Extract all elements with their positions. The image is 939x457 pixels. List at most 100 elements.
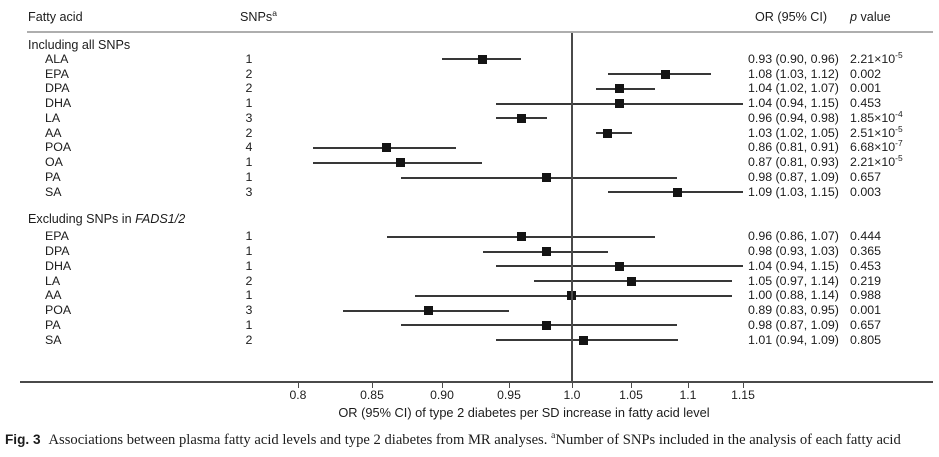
or-marker [661,70,670,79]
row-snps-count: 1 [245,318,253,332]
ci-line [596,132,632,134]
row-snps-count: 2 [245,333,253,347]
p-value-mantissa: 0.453 [850,259,882,273]
row-or-ci-text: 1.04 (0.94, 1.15) [748,96,839,110]
p-value-mantissa: 0.001 [850,303,882,317]
or-marker [517,114,526,123]
or-marker [673,188,682,197]
row-or-ci-text: 1.08 (1.03, 1.12) [748,67,839,81]
row-label: DPA [45,244,70,258]
figure-caption-superscript: a [551,430,556,442]
row-p-value: 0.001 [850,81,881,96]
or-marker [478,55,487,64]
p-value-exponent: -7 [895,137,903,148]
section-label: Including all SNPs [28,38,130,53]
or-marker [579,336,588,345]
row-or-ci-text: 0.98 (0.87, 1.09) [748,318,839,332]
p-value-mantissa: 0.657 [850,318,882,332]
row-p-value: 2.51×10-5 [850,125,903,141]
row-p-value: 1.85×10-4 [850,108,903,126]
row-snps-count: 2 [245,67,253,81]
row-p-value: 0.219 [850,274,881,289]
column-header-snps: SNPsa [240,9,277,25]
p-value-exponent: -4 [895,108,903,119]
or-marker [542,173,551,182]
row-snps-count: 3 [245,111,253,125]
row-p-value: 0.444 [850,229,881,244]
row-or-ci-text: 0.98 (0.87, 1.09) [748,170,839,184]
row-snps-count: 2 [245,274,253,288]
p-value-mantissa: 1.85×10 [850,111,896,125]
header-divider-rule [27,31,933,33]
row-label: POA [45,303,72,317]
row-label: PA [45,170,61,184]
row-snps-count: 2 [245,126,253,140]
row-p-value: 0.365 [850,244,881,259]
x-axis-label: OR (95% CI) of type 2 diabetes per SD in… [338,405,710,420]
row-or-ci-text: 0.87 (0.81, 0.93) [748,155,839,169]
row-label: LA [45,111,61,125]
p-value-mantissa: 0.219 [850,274,882,288]
row-or-ci-text: 0.89 (0.83, 0.95) [748,303,839,317]
p-value-mantissa: 0.002 [850,67,882,81]
or-marker [615,84,624,93]
x-tick [572,383,573,388]
x-tick [372,383,373,388]
row-label: POA [45,140,72,154]
p-value-mantissa: 0.001 [850,81,882,95]
row-or-ci-text: 0.93 (0.90, 0.96) [748,52,839,66]
figure-caption-text2: Number of SNPs included in the analysis … [555,432,901,448]
column-header-p-value: p value [850,9,891,25]
row-snps-count: 1 [245,259,253,273]
x-tick-label: 0.85 [360,388,384,402]
x-tick-label: 1.1 [679,388,697,402]
row-label: EPA [45,229,69,243]
row-label: OA [45,155,63,169]
x-tick [688,383,689,388]
figure-caption-label: Fig. 3 [5,432,41,447]
ci-line [608,73,711,75]
section-label: Excluding SNPs in FADS1/2 [28,212,185,227]
row-p-value: 2.21×10-5 [850,154,903,170]
p-italic: p [850,10,858,24]
row-label: AA [45,126,62,140]
or-marker [396,158,405,167]
row-p-value: 0.453 [850,96,881,111]
x-tick [743,383,744,388]
row-label: SA [45,333,62,347]
row-label: SA [45,185,62,199]
or-marker [603,129,612,138]
row-label: DHA [45,96,72,110]
ci-line [401,177,677,179]
figure-caption-text1: Associations between plasma fatty acid l… [48,432,552,448]
row-label: EPA [45,67,69,81]
row-label: PA [45,318,61,332]
snps-header-superscript: a [272,7,277,18]
row-label: DHA [45,259,72,273]
row-snps-count: 3 [245,185,253,199]
column-header-fatty-acid: Fatty acid [28,10,83,24]
column-header-or-ci: OR (95% CI) [755,10,828,24]
or-marker [542,321,551,330]
x-tick-label: 1.05 [619,388,643,402]
ci-line [401,324,677,326]
p-value-mantissa: 0.365 [850,244,882,258]
p-rest: value [857,10,891,24]
row-snps-count: 1 [245,52,253,66]
row-p-value: 0.805 [850,333,881,348]
p-value-mantissa: 6.68×10 [850,140,896,154]
section-label-text: Including all SNPs [28,38,131,52]
row-or-ci-text: 1.09 (1.03, 1.15) [748,185,839,199]
or-marker [382,143,391,152]
row-or-ci-text: 1.00 (0.88, 1.14) [748,288,839,302]
row-or-ci-text: 0.86 (0.81, 0.91) [748,140,839,154]
row-p-value: 2.21×10-5 [850,51,903,67]
row-p-value: 0.002 [850,67,881,82]
row-snps-count: 4 [245,140,253,154]
row-or-ci-text: 1.04 (0.94, 1.15) [748,259,839,273]
row-snps-count: 1 [245,288,253,302]
row-p-value: 0.657 [850,318,881,333]
row-snps-count: 3 [245,303,253,317]
row-or-ci-text: 1.01 (0.94, 1.09) [748,333,839,347]
